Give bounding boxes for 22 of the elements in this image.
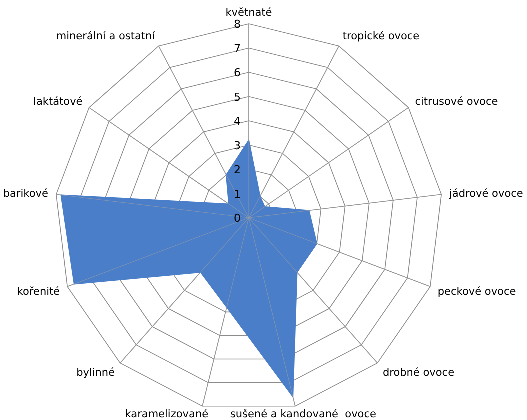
spoke-label: drobné ovoce bbox=[382, 367, 455, 380]
spoke-label: peckové ovoce bbox=[438, 286, 516, 298]
y-tick-label: 6 bbox=[234, 66, 241, 80]
spoke-label: laktátové bbox=[34, 96, 83, 108]
spoke-label: minerální a ostatní bbox=[56, 30, 156, 43]
spoke-label: kořenité bbox=[17, 286, 60, 298]
spoke-label: bylinné bbox=[76, 367, 116, 380]
spoke-label: tropické ovoce bbox=[342, 30, 420, 43]
spoke-label: barikové bbox=[3, 188, 48, 200]
y-tick-label: 8 bbox=[234, 18, 241, 31]
y-tick-label: 2 bbox=[234, 164, 241, 176]
y-tick-label: 4 bbox=[234, 115, 241, 128]
spoke-label: sušené a kandované ovoce bbox=[230, 408, 376, 420]
y-tick-label: 3 bbox=[234, 139, 241, 152]
y-tick-label: 0 bbox=[234, 212, 241, 225]
y-tick-label: 7 bbox=[234, 42, 241, 56]
spoke-label: citrusové ovoce bbox=[415, 96, 498, 108]
spoke-label: karamelizované bbox=[125, 408, 209, 420]
spoke-label: jádrové ovoce bbox=[448, 188, 524, 200]
y-tick-label: 5 bbox=[234, 90, 241, 104]
spoke-label: květnaté bbox=[226, 7, 272, 19]
y-tick-label: 1 bbox=[234, 188, 241, 201]
